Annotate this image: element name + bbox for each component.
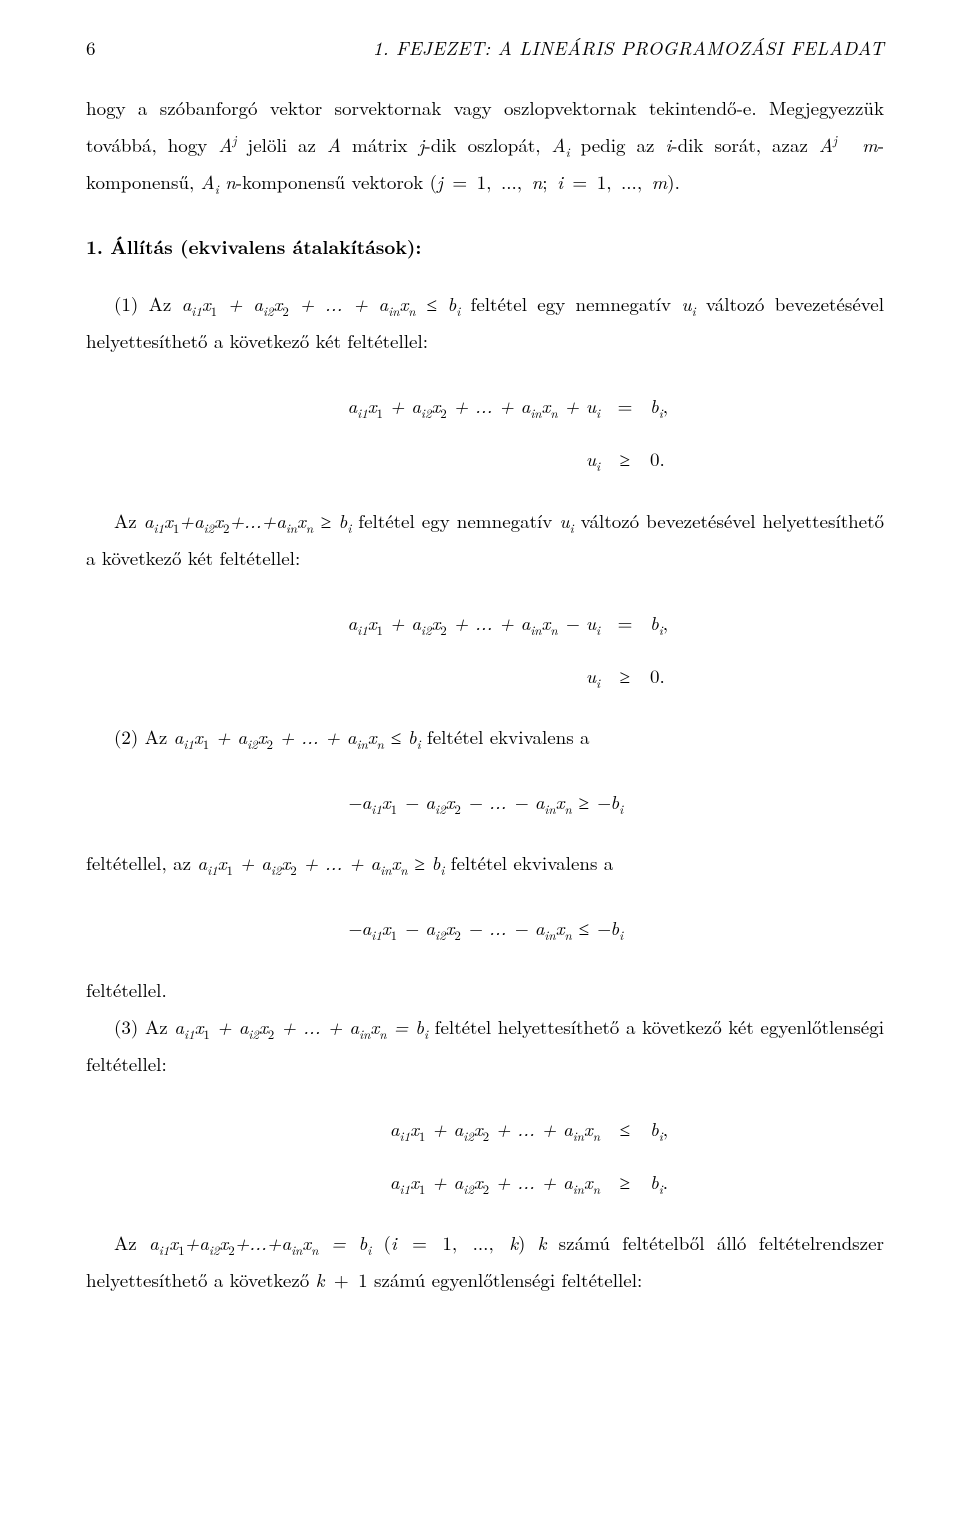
- page-header: 6 1. FEJEZET: A LINEÁRIS PROGRAMOZÁSI FE…: [86, 34, 884, 61]
- eq2-row1-right: bi,: [650, 596, 690, 649]
- theorem-heading: 1. Állítás (ekvivalens átalakítások):: [86, 228, 884, 265]
- paragraph-feltetellel: feltétellel.: [86, 971, 884, 1008]
- eq1-row2-op: ≥: [614, 432, 636, 485]
- eq2-row2-op: ≥: [614, 649, 636, 702]
- eq2-row1-op: =: [614, 596, 636, 649]
- eq5-row2-right: bi.: [650, 1155, 690, 1208]
- chapter-title: 1. FEJEZET: A LINEÁRIS PROGRAMOZÁSI FELA…: [373, 34, 884, 61]
- paragraph-item-2b: feltétellel, az ai1x1 + ai2x2 + ... + ai…: [86, 844, 884, 881]
- paragraph-intro: hogy a szóbanforgó vektor sorvektornak v…: [86, 89, 884, 200]
- display-equation-4: −ai1x1 − ai2x2 − ... − ainxn ≤ −bi: [86, 901, 884, 954]
- display-equation-2: ai1x1 + ai2x2 + ... + ainxn − ui = bi, u…: [86, 596, 884, 702]
- eq5-row2-op: ≥: [614, 1155, 636, 1208]
- paragraph-item-1: (1) Az ai1x1 + ai2x2 + ... + ainxn ≤ bi …: [86, 285, 884, 359]
- eq2-row2-right: 0.: [650, 649, 690, 702]
- eq5-row1-right: bi,: [650, 1102, 690, 1155]
- display-equation-3: −ai1x1 − ai2x2 − ... − ainxn ≥ −bi: [86, 775, 884, 828]
- paragraph-item-2: (2) Az ai1x1 + ai2x2 + ... + ainxn ≤ bi …: [86, 718, 884, 755]
- eq1-row2-left: ui: [280, 432, 600, 485]
- eq1-row2-right: 0.: [650, 432, 690, 485]
- eq5-row1-left: ai1x1 + ai2x2 + ... + ainxn: [280, 1102, 600, 1155]
- eq5-row1-op: ≤: [614, 1102, 636, 1155]
- eq5-row2-left: ai1x1 + ai2x2 + ... + ainxn: [280, 1155, 600, 1208]
- display-equation-5: ai1x1 + ai2x2 + ... + ainxn ≤ bi, ai1x1 …: [86, 1102, 884, 1208]
- paragraph-item-1b: Az ai1x1+ai2x2+...+ainxn ≥ bi feltétel e…: [86, 502, 884, 576]
- paragraph-final: Az ai1x1+ai2x2+...+ainxn = bi (i = 1, ..…: [86, 1224, 884, 1298]
- eq1-row1-left: ai1x1 + ai2x2 + ... + ainxn + ui: [280, 379, 600, 432]
- eq2-row1-left: ai1x1 + ai2x2 + ... + ainxn − ui: [280, 596, 600, 649]
- eq2-row2-left: ui: [280, 649, 600, 702]
- page-number: 6: [86, 34, 96, 61]
- eq1-row1-op: =: [614, 379, 636, 432]
- eq3-center: −ai1x1 − ai2x2 − ... − ainxn ≥ −bi: [347, 775, 623, 828]
- eq4-center: −ai1x1 − ai2x2 − ... − ainxn ≤ −bi: [347, 901, 623, 954]
- eq1-row1-right: bi,: [650, 379, 690, 432]
- display-equation-1: ai1x1 + ai2x2 + ... + ainxn + ui = bi, u…: [86, 379, 884, 485]
- paragraph-item-3: (3) Az ai1x1 + ai2x2 + ... + ainxn = bi …: [86, 1008, 884, 1082]
